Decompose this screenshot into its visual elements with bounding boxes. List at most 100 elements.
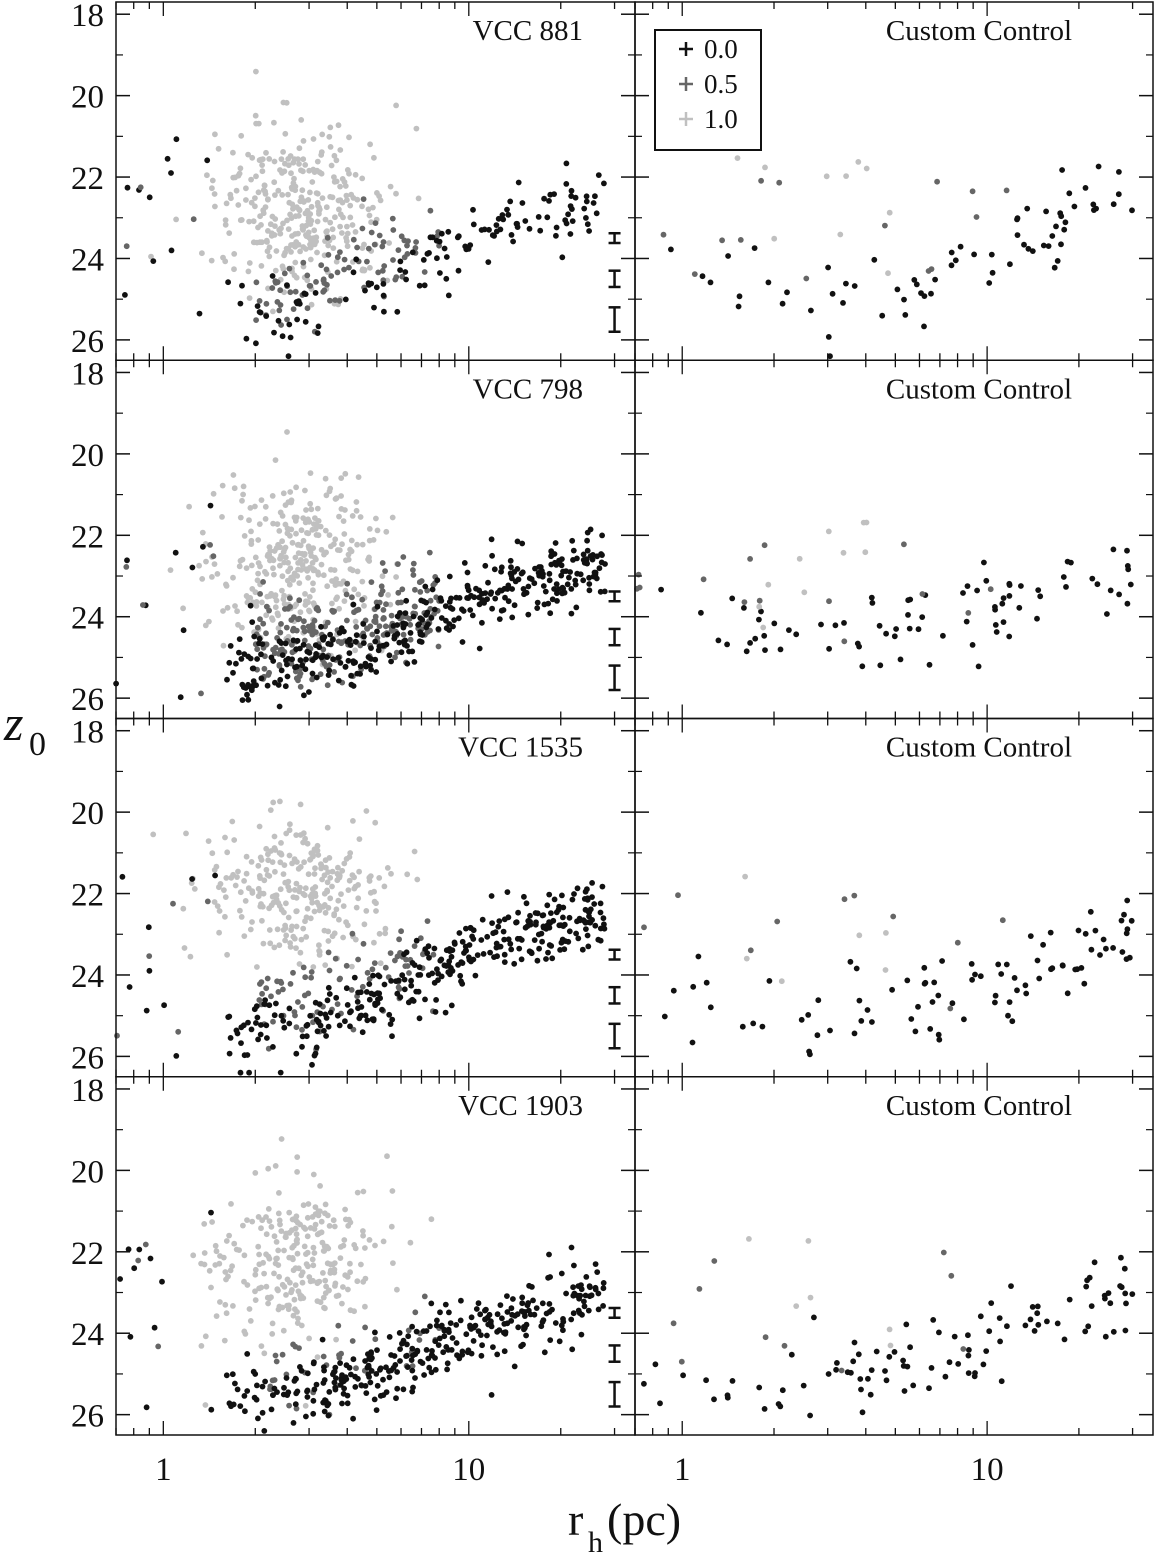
- control-point-dark: [1121, 911, 1127, 918]
- point-dark: [546, 919, 552, 925]
- point-dark: [122, 292, 128, 298]
- point-light: [314, 249, 320, 256]
- point-dark: [492, 929, 499, 936]
- point-light: [367, 873, 374, 879]
- point-light: [349, 963, 355, 970]
- point-dark: [389, 1033, 395, 1040]
- control-point-dark: [936, 1329, 942, 1336]
- point-dark: [592, 1284, 599, 1291]
- panel-title: VCC 881: [473, 15, 583, 47]
- point-light: [320, 572, 327, 579]
- point-dark: [521, 893, 527, 900]
- point-dark: [253, 340, 259, 347]
- point-light: [355, 895, 362, 902]
- point-light: [363, 808, 370, 814]
- point-dark: [437, 270, 443, 276]
- point-dark: [348, 1371, 354, 1378]
- point-mid: [380, 616, 387, 622]
- point-light: [300, 1295, 307, 1301]
- point-light: [305, 1263, 311, 1270]
- point-light: [365, 206, 372, 213]
- control-point-mid: [774, 918, 781, 925]
- point-dark: [525, 1300, 532, 1306]
- point-mid: [409, 1363, 416, 1369]
- y-tick-label: 22: [71, 519, 104, 555]
- control-point-dark: [1048, 966, 1054, 973]
- point-light: [285, 568, 291, 575]
- control-point-dark: [793, 631, 800, 638]
- point-dark: [248, 684, 254, 691]
- point-light: [329, 868, 336, 875]
- point-light: [181, 945, 188, 951]
- point-dark: [331, 1379, 338, 1386]
- point-dark: [303, 1413, 309, 1420]
- control-point-dark: [756, 616, 762, 623]
- point-light: [219, 482, 226, 489]
- point-light: [256, 521, 263, 527]
- x-axis-title-sub: h: [588, 1526, 603, 1557]
- point-dark: [208, 1406, 215, 1413]
- point-light: [265, 1165, 272, 1172]
- point-light: [330, 234, 337, 241]
- control-point-dark: [658, 586, 664, 593]
- point-dark: [578, 1282, 584, 1288]
- point-dark: [237, 1069, 244, 1076]
- point-light: [308, 203, 315, 210]
- point-light: [294, 1219, 301, 1226]
- point-light: [252, 503, 258, 510]
- point-dark: [551, 551, 558, 557]
- point-dark: [459, 980, 466, 987]
- point-dark: [276, 703, 283, 710]
- point-light: [297, 864, 304, 870]
- point-dark: [443, 254, 450, 260]
- point-dark: [502, 1330, 509, 1337]
- point-dark: [372, 1002, 379, 1008]
- control-point-light: [765, 581, 772, 588]
- point-light: [333, 576, 339, 582]
- control-point-dark: [859, 1409, 866, 1416]
- point-light: [317, 1299, 324, 1306]
- point-dark: [161, 1002, 168, 1009]
- point-light: [263, 612, 270, 619]
- point-dark: [342, 663, 349, 670]
- point-light: [209, 185, 215, 192]
- control-point-dark: [1051, 264, 1058, 271]
- point-light: [282, 937, 288, 944]
- point-dark: [579, 1311, 585, 1318]
- point-light: [253, 603, 260, 609]
- control-point-dark: [1044, 1318, 1050, 1325]
- point-dark: [441, 1327, 448, 1334]
- point-dark: [568, 187, 575, 194]
- point-light: [294, 1236, 300, 1243]
- point-dark: [326, 991, 333, 997]
- control-point-mid: [947, 1005, 954, 1012]
- point-dark: [600, 1280, 607, 1286]
- point-dark: [233, 660, 239, 667]
- point-mid: [337, 249, 343, 256]
- point-light: [255, 1214, 262, 1220]
- control-point-dark: [856, 643, 862, 650]
- point-dark: [271, 1012, 278, 1019]
- point-light: [277, 798, 283, 805]
- point-mid: [256, 298, 263, 304]
- point-dark: [146, 953, 153, 959]
- point-light: [246, 218, 253, 225]
- point-dark: [546, 1251, 552, 1258]
- control-point-dark: [907, 1344, 913, 1351]
- point-dark: [278, 1012, 285, 1019]
- control-point-dark: [751, 245, 758, 252]
- point-dark: [560, 923, 567, 929]
- point-dark: [333, 1375, 339, 1381]
- control-point-light: [887, 1342, 894, 1349]
- point-light: [269, 213, 276, 220]
- point-dark: [553, 909, 560, 916]
- point-light: [257, 875, 263, 881]
- point-light: [228, 874, 235, 881]
- point-light: [289, 539, 296, 546]
- control-point-dark: [779, 300, 786, 307]
- point-light: [287, 489, 294, 495]
- control-point-dark: [905, 597, 912, 604]
- point-mid: [325, 251, 332, 258]
- point-dark: [511, 602, 518, 609]
- control-point-dark: [1061, 226, 1068, 233]
